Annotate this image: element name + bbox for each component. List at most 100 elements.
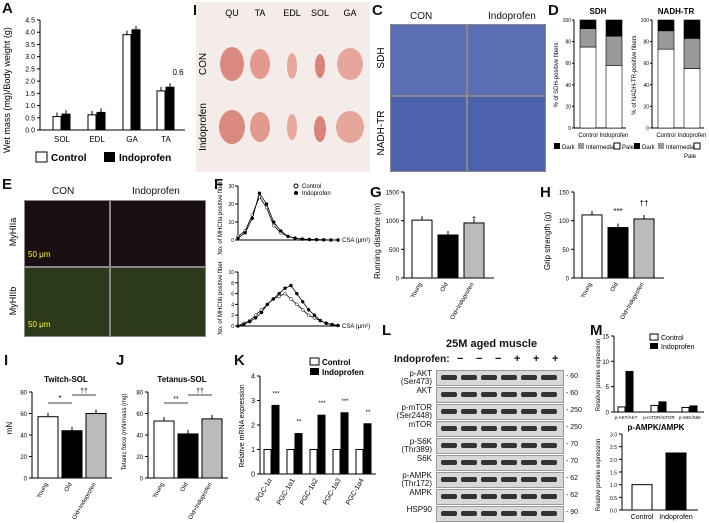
panel-f-top-indoprofen-point-0 bbox=[236, 236, 240, 240]
panel-j-bar-Old+Indoprofen bbox=[201, 418, 223, 479]
panel-k-bar-PGC-1α1-Control bbox=[286, 449, 295, 475]
panel-l-band-8-lane-2 bbox=[481, 511, 497, 516]
panel-d-left-ticklabel-0: 0 bbox=[568, 126, 571, 132]
panel-a-ticklabel-9: 4.5 bbox=[25, 18, 35, 25]
panel-c-col-con: CON bbox=[410, 11, 433, 22]
panel-l-band-label-8: HSP90 bbox=[406, 505, 432, 514]
panel-m-bottom-ticklabel-0: 0.0 bbox=[610, 509, 617, 515]
panel-m-chart: Relative protein expression 0 5 10 15 Contr… bbox=[596, 333, 704, 521]
panel-f-bottom-indoprofen-point-5 bbox=[265, 302, 270, 307]
panel-l-band-0-lane-0 bbox=[441, 375, 457, 380]
panel-l-sign-3: + bbox=[514, 353, 521, 365]
panel-f-bottom-indoprofen-point-6 bbox=[271, 297, 276, 301]
panel-f-bottom-control-point-11 bbox=[300, 308, 305, 312]
panel-l-mw-3: - 250 bbox=[566, 424, 582, 431]
panel-l-band-0-lane-4 bbox=[521, 375, 537, 380]
panel-f-top-indoprofen-point-11 bbox=[314, 237, 319, 242]
panel-f-bottom-control-line bbox=[237, 293, 339, 327]
panel-i-ylabel: mN bbox=[5, 422, 14, 435]
panel-d-nadh-bar-Indoprofen-Intermediate bbox=[683, 38, 701, 69]
panel-a-bar-TA-Indoprofen bbox=[165, 86, 175, 131]
panel-e-iib-indo-image bbox=[110, 267, 206, 337]
panel-h-ylabel: Grip strength (g) bbox=[543, 212, 552, 271]
panel-k-bar-PGC-1α3-Indoprofen bbox=[340, 412, 349, 475]
panel-l-band-7-lane-0 bbox=[441, 494, 457, 499]
panel-m-top-cat-2: p-S6K/S6K bbox=[679, 415, 701, 420]
panel-i-title: Twitch-SOL bbox=[44, 375, 88, 384]
panel-b-row-indoprofen: Indoprofen bbox=[198, 103, 209, 151]
panel-m-bottom-ticklabel-4: 2.0 bbox=[610, 458, 617, 464]
panel-f-top-indoprofen-point-7 bbox=[286, 234, 290, 239]
panel-b-col-3: SOL bbox=[311, 8, 329, 18]
panel-d-right-ticklabel-4: 80 bbox=[643, 40, 649, 46]
panel-f-top-ticklabel-3: 30 bbox=[228, 184, 234, 190]
panel-letter-a: A bbox=[2, 0, 13, 17]
panel-d-left-ticklabel-5: 100 bbox=[563, 18, 572, 24]
panel-l-band-8-lane-3 bbox=[501, 511, 517, 516]
panel-b-photo: QU TA EDL SOL GA CON Indoprofen bbox=[196, 2, 370, 172]
panel-l-band-1-lane-1 bbox=[461, 392, 477, 397]
panel-l-band-label-4: p-S6K (Thr389) bbox=[401, 437, 432, 454]
panel-k-cat-2: PGC-1α2 bbox=[299, 477, 320, 506]
panel-l-band-5-lane-5 bbox=[541, 460, 557, 465]
panel-m-bottom-bar-Control bbox=[631, 484, 653, 511]
panel-a-bar-SOL-Control bbox=[52, 116, 62, 131]
panel-m-top-bar-p-mTOR/mTOR-Control bbox=[650, 404, 659, 413]
panel-f-legend-indoprofen: Indoprofen bbox=[302, 191, 331, 197]
panel-l-band-strip-0 bbox=[436, 370, 564, 386]
panel-d-right-ticklabel-0: 0 bbox=[646, 126, 649, 132]
panel-g-ticklabel-3: 1500 bbox=[386, 191, 400, 197]
panel-f-bottom-indoprofen-point-14 bbox=[318, 318, 323, 323]
panel-k-bar-PGC-1α1-Indoprofen bbox=[294, 433, 303, 475]
panel-a-bar-EDL-Indoprofen bbox=[96, 111, 106, 131]
panel-h-bar-Old+Indoprofen bbox=[633, 218, 655, 279]
panel-l-mw-4: - 70 bbox=[566, 441, 579, 448]
panel-f-xlabel-bottom: CSA (μm²) bbox=[342, 324, 370, 330]
panel-k-bar-PGC-1α3-Control bbox=[332, 449, 341, 475]
panel-m-top-ticklabel-3: 15 bbox=[602, 335, 609, 341]
panel-e: CON Indoprofen 50 μm 50 μm MyHIIa MyHIIb bbox=[0, 180, 212, 340]
panel-c-row-nadh: NADH-TR bbox=[376, 111, 387, 156]
panel-l-mw-2: - 250 bbox=[566, 407, 582, 414]
panel-a-cat-1: EDL bbox=[89, 135, 105, 144]
panel-f-legend-control: Control bbox=[302, 184, 321, 190]
panel-l-band-strip-2 bbox=[436, 404, 564, 420]
panel-d-legend-dark: Dark bbox=[562, 145, 576, 151]
panel-e-col-con: CON bbox=[52, 186, 75, 197]
panel-i-bar-Old bbox=[61, 430, 83, 479]
panel-k-ticklabel-4: 4 bbox=[251, 374, 255, 381]
panel-m-top-cat-0: p-AKT/AKT bbox=[615, 415, 638, 420]
panel-f-bottom-ylabel: No. of MHCIIb positive fiber bbox=[218, 261, 224, 334]
panel-a-cat-3: TA bbox=[161, 135, 171, 144]
panel-i-ticklabel-4: 80 bbox=[20, 391, 27, 397]
panel-h-cat-1: Old bbox=[610, 282, 620, 293]
panel-i-cat-1: Old bbox=[64, 482, 74, 493]
panel-d-sdh-bar-Control-Dark bbox=[579, 19, 597, 29]
panel-f-top-indoprofen-point-14 bbox=[336, 238, 340, 242]
panel-l-band-0-lane-3 bbox=[501, 375, 517, 380]
panel-h-bar-Young bbox=[581, 214, 603, 279]
panel-f-bottom-indoprofen-point-9 bbox=[289, 283, 293, 288]
panel-f-top-indoprofen-point-6 bbox=[279, 229, 283, 233]
panel-j-ylabel: Tetanic force (mN/mass (mg) bbox=[122, 393, 128, 470]
panel-letter-j: J bbox=[116, 352, 125, 369]
panel-l-band-6-lane-0 bbox=[441, 477, 457, 482]
panel-m-top-bar-p-S6K/S6K-Indoprofen bbox=[689, 405, 698, 413]
panel-a-ticklabel-5: 2.5 bbox=[25, 66, 35, 73]
panel-g-ticklabel-1: 500 bbox=[389, 248, 400, 254]
panel-e-iib-con-image bbox=[24, 267, 110, 337]
panel-l-band-label-2: p-mTOR (Ser2448) bbox=[396, 403, 432, 420]
panel-j-ticklabel-1: 20 bbox=[136, 455, 143, 461]
panel-m-bottom-ticklabel-6: 3.0 bbox=[610, 433, 617, 439]
panel-l-title: 25M aged muscle bbox=[446, 338, 538, 350]
panel-a-legend-indoprofen: Indoprofen bbox=[119, 153, 171, 164]
panel-g-ticklabel-2: 1000 bbox=[386, 219, 400, 225]
panel-l-band-2-lane-3 bbox=[501, 409, 517, 414]
panel-k-bar-PGC-1α-Control bbox=[263, 449, 272, 475]
panel-e-row-iia: MyHIIa bbox=[8, 218, 18, 247]
panel-l-band-0-lane-2 bbox=[481, 375, 497, 380]
panel-i-ticklabel-2: 40 bbox=[20, 434, 27, 440]
panel-l-band-2-lane-4 bbox=[521, 409, 537, 414]
panel-a-bar-TA-Control bbox=[156, 90, 166, 131]
panel-c-col-indoprofen: Indoprofen bbox=[488, 11, 536, 22]
